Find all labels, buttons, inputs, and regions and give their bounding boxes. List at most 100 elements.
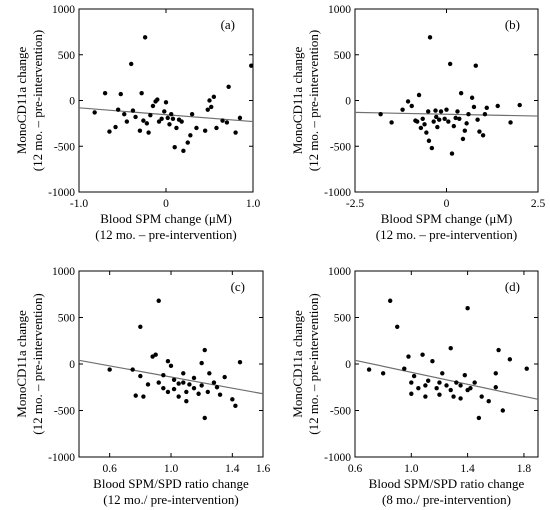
data-point bbox=[448, 345, 453, 351]
data-point bbox=[458, 90, 464, 96]
data-point bbox=[387, 298, 393, 303]
y-tick-label: 0 bbox=[345, 359, 351, 371]
data-point bbox=[427, 35, 433, 40]
data-point bbox=[165, 359, 171, 364]
panel-label: (c) bbox=[231, 279, 245, 294]
data-point bbox=[426, 378, 431, 383]
data-point bbox=[188, 133, 193, 138]
data-point bbox=[187, 382, 192, 387]
data-point bbox=[107, 129, 112, 134]
data-point bbox=[156, 298, 161, 303]
data-point bbox=[176, 394, 181, 399]
data-point bbox=[496, 347, 501, 353]
data-point bbox=[146, 130, 151, 135]
y-tick-label: 1000 bbox=[52, 4, 75, 16]
data-point bbox=[156, 119, 162, 124]
y-axis-title-line1: MonoCD11a change bbox=[290, 47, 305, 155]
data-point bbox=[137, 128, 143, 133]
data-point bbox=[493, 371, 498, 376]
data-point bbox=[435, 124, 440, 130]
x-tick-label: 0 bbox=[444, 198, 450, 210]
data-point bbox=[434, 385, 439, 391]
data-point bbox=[424, 130, 429, 135]
panel-label: (d) bbox=[505, 279, 520, 294]
panel-label: (b) bbox=[505, 17, 520, 32]
x-axis-title-line1: Blood SPM/SPD ratio change bbox=[369, 476, 525, 491]
regression-line bbox=[78, 107, 254, 123]
data-point bbox=[468, 385, 473, 391]
data-point bbox=[405, 99, 411, 104]
y-axis-title-line1: MonoCD11a change bbox=[14, 47, 29, 155]
x-tick-label: 1.4 bbox=[460, 463, 475, 475]
data-point bbox=[163, 100, 169, 105]
data-point bbox=[438, 109, 444, 114]
data-point bbox=[469, 95, 475, 100]
data-point bbox=[222, 374, 227, 380]
data-point bbox=[115, 107, 121, 112]
data-point bbox=[436, 117, 442, 122]
data-point bbox=[205, 389, 210, 395]
y-tick-label: -1000 bbox=[48, 452, 75, 464]
data-point bbox=[211, 94, 217, 100]
data-point bbox=[422, 122, 427, 127]
data-point bbox=[202, 347, 207, 353]
x-tick-label: 2.5 bbox=[531, 198, 546, 210]
data-point bbox=[122, 112, 127, 117]
data-point bbox=[237, 359, 243, 365]
data-point bbox=[172, 144, 177, 150]
scatter-panel-b: -1000 -500 0 500 1000 -2.5 0 2.5 Blood SPM chang… bbox=[290, 4, 545, 242]
data-point bbox=[214, 125, 219, 131]
data-point bbox=[171, 386, 177, 392]
data-point bbox=[176, 381, 181, 386]
regression-line bbox=[78, 359, 264, 395]
data-point bbox=[465, 306, 470, 311]
data-point bbox=[202, 128, 208, 133]
data-point bbox=[148, 112, 153, 118]
data-point bbox=[389, 120, 394, 125]
data-point bbox=[508, 120, 513, 125]
x-tick-label: 1.4 bbox=[225, 463, 240, 475]
data-point bbox=[507, 357, 513, 362]
data-point bbox=[416, 385, 421, 391]
data-point bbox=[473, 63, 478, 68]
data-point bbox=[411, 373, 417, 379]
data-point bbox=[415, 119, 420, 124]
data-point bbox=[423, 383, 428, 388]
x-axis-title-line1: Blood SPM change (μM) bbox=[100, 211, 232, 226]
data-point bbox=[211, 380, 217, 385]
x-axis-title-line2: (12 mo. – pre-intervention) bbox=[376, 227, 518, 242]
data-point bbox=[150, 103, 156, 109]
data-point bbox=[471, 104, 477, 110]
data-point bbox=[462, 128, 467, 133]
y-tick-label: 0 bbox=[69, 96, 75, 108]
data-point bbox=[202, 415, 207, 421]
data-point bbox=[181, 148, 186, 154]
y-tick-label: 1000 bbox=[328, 4, 351, 16]
data-point bbox=[480, 133, 486, 138]
data-point bbox=[418, 125, 424, 131]
data-point bbox=[406, 354, 411, 359]
y-axis-title-line2: (12 mo. – pre-intervention) bbox=[30, 30, 45, 172]
data-point bbox=[205, 107, 210, 112]
data-point bbox=[409, 380, 414, 385]
data-point bbox=[170, 116, 176, 122]
data-point bbox=[409, 103, 414, 109]
data-point bbox=[159, 116, 164, 122]
x-tick-label: 0.6 bbox=[102, 463, 117, 475]
y-tick-label: -500 bbox=[330, 141, 351, 153]
data-point bbox=[113, 124, 118, 130]
data-point bbox=[420, 116, 425, 122]
y-tick-label: -1000 bbox=[324, 452, 351, 464]
y-tick-label: 500 bbox=[334, 313, 352, 325]
data-point bbox=[199, 360, 204, 366]
data-point bbox=[145, 382, 151, 387]
data-point bbox=[420, 352, 425, 357]
data-point bbox=[444, 383, 449, 388]
data-point bbox=[482, 112, 488, 117]
y-axis-title-line1: MonoCD11a change bbox=[290, 310, 305, 418]
data-point bbox=[141, 394, 146, 399]
data-point bbox=[378, 112, 383, 117]
data-point bbox=[226, 84, 231, 89]
data-point bbox=[133, 114, 138, 120]
data-point bbox=[161, 372, 166, 378]
